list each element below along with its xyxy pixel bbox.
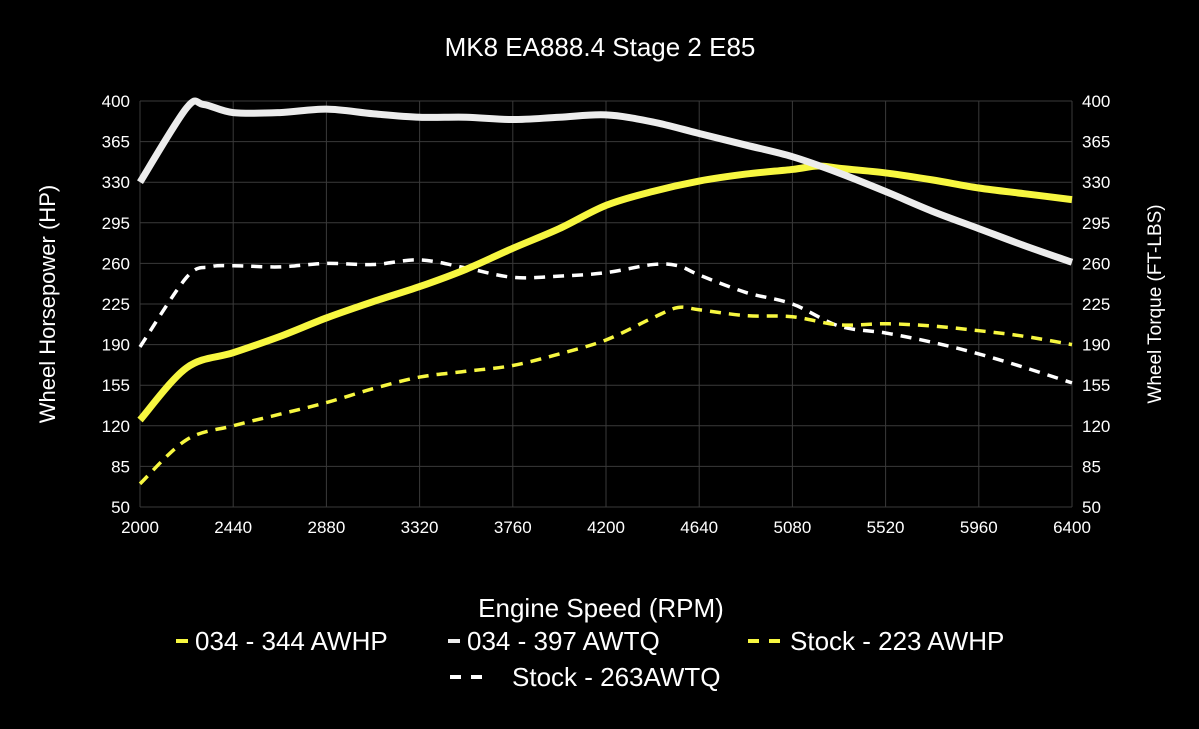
y-tick-label: 190 bbox=[102, 336, 130, 355]
y-tick-label: 330 bbox=[102, 173, 130, 192]
x-axis-title: Engine Speed (RPM) bbox=[478, 593, 724, 623]
legend-item: Stock - 223 AWHP bbox=[748, 626, 1004, 656]
x-tick-label: 3320 bbox=[401, 518, 439, 537]
series-line-034-344-awhp bbox=[137, 162, 1073, 423]
y-tick-label: 365 bbox=[102, 133, 130, 152]
x-tick-label: 2440 bbox=[214, 518, 252, 537]
y-tick-label: 400 bbox=[102, 92, 130, 111]
x-tick-label: 6400 bbox=[1053, 518, 1091, 537]
legend-item: 034 - 397 AWTQ bbox=[448, 626, 660, 656]
x-tick-label: 5080 bbox=[773, 518, 811, 537]
y-tick-label: 120 bbox=[102, 417, 130, 436]
x-tick-label: 4200 bbox=[587, 518, 625, 537]
y2-tick-label: 155 bbox=[1082, 376, 1110, 395]
y-tick-label: 155 bbox=[102, 376, 130, 395]
legend-item: Stock - 263AWTQ bbox=[450, 662, 721, 692]
y2-tick-label: 295 bbox=[1082, 214, 1110, 233]
legend-label: Stock - 223 AWHP bbox=[790, 626, 1004, 656]
x-tick-label: 2880 bbox=[307, 518, 345, 537]
series-line-034-397-awtq bbox=[137, 97, 1074, 266]
y-axis-title: Wheel Horsepower (HP) bbox=[35, 185, 60, 423]
y2-tick-label: 330 bbox=[1082, 173, 1110, 192]
y2-tick-label: 190 bbox=[1082, 336, 1110, 355]
y2-axis-title: Wheel Torque (FT-LBS) bbox=[1145, 204, 1166, 403]
legend: 034 - 344 AWHP 034 - 397 AWTQ Stock - 223 … bbox=[176, 626, 1004, 692]
y2-tick-label: 85 bbox=[1082, 457, 1101, 476]
y-tick-label: 260 bbox=[102, 254, 130, 273]
x-tick-label: 4640 bbox=[680, 518, 718, 537]
series-line-stock-223-awhp bbox=[138, 305, 1073, 486]
x-tick-label: 3760 bbox=[494, 518, 532, 537]
legend-label: 034 - 397 AWTQ bbox=[467, 626, 660, 656]
series-lines bbox=[137, 97, 1074, 486]
y2-tick-label: 120 bbox=[1082, 417, 1110, 436]
y-tick-label: 50 bbox=[111, 498, 130, 517]
x-tick-label: 5960 bbox=[960, 518, 998, 537]
x-tick-label: 5520 bbox=[867, 518, 905, 537]
tick-labels: 2000 2440 2880 3320 3760 4200 4640 5080 5520 5960… bbox=[102, 92, 1111, 537]
legend-label: Stock - 263AWTQ bbox=[512, 662, 721, 692]
y-tick-label: 85 bbox=[111, 457, 130, 476]
series-line-stock-263awtq bbox=[138, 258, 1073, 385]
legend-item: 034 - 344 AWHP bbox=[176, 626, 388, 656]
x-tick-label: 2000 bbox=[121, 518, 159, 537]
legend-label: 034 - 344 AWHP bbox=[195, 626, 388, 656]
y2-tick-label: 260 bbox=[1082, 254, 1110, 273]
y2-tick-label: 225 bbox=[1082, 295, 1110, 314]
y2-tick-label: 365 bbox=[1082, 133, 1110, 152]
y-tick-label: 295 bbox=[102, 214, 130, 233]
y2-tick-label: 400 bbox=[1082, 92, 1110, 111]
chart-title: MK8 EA888.4 Stage 2 E85 bbox=[445, 32, 756, 62]
grid bbox=[139, 100, 1073, 508]
y2-tick-label: 50 bbox=[1082, 498, 1101, 517]
y-tick-label: 225 bbox=[102, 295, 130, 314]
